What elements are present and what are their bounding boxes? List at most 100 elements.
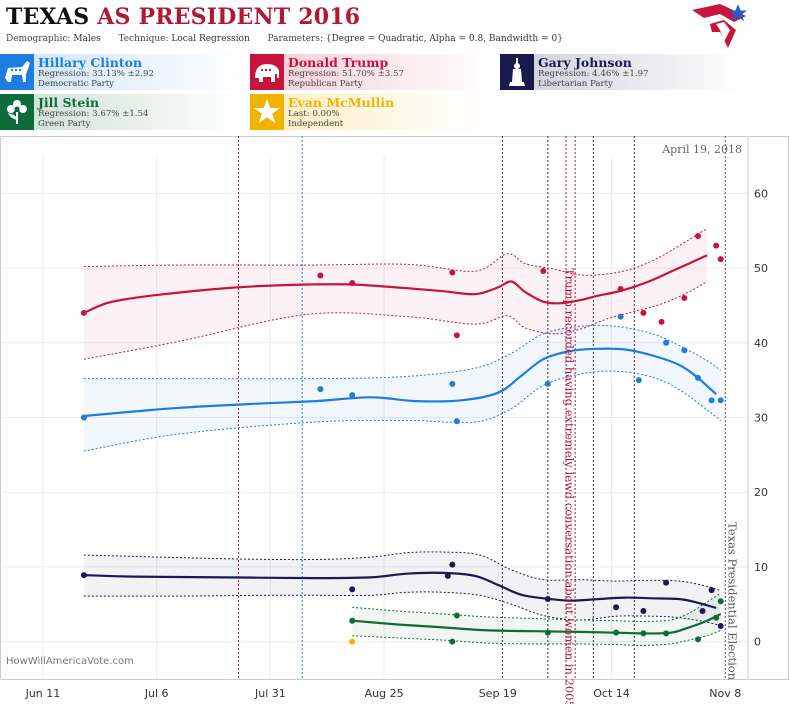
- poll-point-clinton: [317, 386, 324, 393]
- x-tick-label: Sep 19: [479, 687, 517, 700]
- legend-item-johnson[interactable]: Gary Johnson Regression: 4.46% ±1.97 Lib…: [500, 54, 744, 90]
- x-tick-label: Jul 6: [144, 687, 169, 700]
- legend-item-stein[interactable]: Jill Stein Regression: 3.67% ±1.54 Green…: [0, 94, 244, 130]
- legend-name-clinton: Hillary Clinton: [38, 55, 143, 70]
- poll-point-trump: [717, 256, 724, 263]
- page-title: TEXAS AS PRESIDENT 2016: [6, 4, 360, 30]
- legend-party-mcmullin: Independent: [288, 119, 344, 129]
- x-tick-label: Nov 8: [709, 687, 741, 700]
- poll-point-mcmullin: [349, 638, 356, 645]
- poll-point-trump: [713, 242, 720, 249]
- band-clinton: [83, 325, 721, 452]
- regression-line-johnson: [83, 571, 717, 610]
- legend-stat-mcmullin: Last: 0.00%: [288, 109, 340, 119]
- legend-name-trump: Donald Trump: [288, 55, 389, 70]
- poll-point-clinton: [349, 392, 356, 399]
- poll-point-trump: [317, 272, 324, 279]
- x-tick-label: Jun 11: [25, 687, 61, 700]
- annotation-election-day: Texas Presidential Election: [725, 522, 739, 681]
- legend-party-clinton: Democratic Party: [38, 79, 115, 89]
- legend-party-trump: Republican Party: [288, 79, 363, 89]
- poll-point-clinton: [635, 377, 642, 384]
- upper-bound-clinton: [83, 324, 721, 380]
- poll-point-johnson: [699, 608, 706, 615]
- legend-item-mcmullin[interactable]: Evan McMullin Last: 0.00% Independent: [250, 94, 494, 130]
- poll-point-stein: [449, 638, 456, 645]
- regression-lines: [83, 254, 722, 635]
- y-tick-label: 10: [754, 561, 768, 574]
- poll-point-trump: [617, 285, 624, 292]
- legend-stat-stein: Regression: 3.67% ±1.54: [38, 109, 149, 119]
- upper-bound-trump: [83, 228, 708, 276]
- upper-bound-stein: [352, 592, 721, 623]
- band-trump: [83, 228, 708, 360]
- regression-line-stein: [352, 613, 722, 635]
- legend-stat-clinton: Regression: 33.13% ±2.92: [38, 69, 154, 79]
- parameters-label: Parameters:: [267, 34, 323, 44]
- poll-point-trump: [658, 318, 665, 325]
- poll-point-johnson: [613, 604, 620, 611]
- poll-point-stein: [663, 630, 670, 637]
- candidate-legend: Hillary Clinton Regression: 33.13% ±2.92…: [0, 54, 789, 134]
- legend-name-johnson: Gary Johnson: [538, 55, 632, 70]
- poll-point-trump: [453, 332, 460, 339]
- chart-svg: 0 10 20 30 40 50 60 Jun 11 Jul 6 Jul 31 Aug 25 Sep …: [0, 136, 789, 704]
- poll-point-johnson: [708, 587, 715, 594]
- demographic-value: Males: [73, 34, 101, 44]
- poll-point-stein: [453, 612, 460, 619]
- poll-point-stein: [640, 630, 647, 637]
- y-tick-label: 0: [754, 636, 761, 649]
- poll-point-stein: [349, 617, 356, 624]
- poll-point-johnson: [640, 608, 647, 615]
- axes: 0 10 20 30 40 50 60 Jun 11 Jul 6 Jul 31 Aug 25 Sep …: [25, 136, 768, 700]
- poll-point-johnson: [544, 596, 551, 603]
- polling-chart: 0 10 20 30 40 50 60 Jun 11 Jul 6 Jul 31 Aug 25 Sep …: [0, 136, 789, 704]
- legend-party-stein: Green Party: [38, 119, 91, 129]
- band-johnson: [83, 551, 721, 626]
- parameter-line: Demographic: Males Technique: Local Regr…: [6, 34, 563, 44]
- poll-point-clinton: [708, 397, 715, 404]
- poll-point-clinton: [453, 418, 460, 425]
- poll-point-clinton: [663, 339, 670, 346]
- technique-label: Technique:: [118, 34, 169, 44]
- legend-item-clinton[interactable]: Hillary Clinton Regression: 33.13% ±2.92…: [0, 54, 244, 90]
- plot-frame: [0, 136, 789, 680]
- poll-point-trump: [80, 309, 87, 316]
- poll-point-clinton: [694, 374, 701, 381]
- lower-bound-trump: [83, 281, 708, 360]
- poll-point-johnson: [349, 586, 356, 593]
- regression-line-clinton: [83, 347, 717, 418]
- legend-name-stein: Jill Stein: [38, 95, 100, 110]
- y-tick-label: 40: [754, 337, 768, 350]
- y-tick-label: 50: [754, 262, 768, 275]
- poll-point-stein: [717, 598, 724, 605]
- demographic-label: Demographic:: [6, 34, 71, 44]
- legend-stat-johnson: Regression: 4.46% ±1.97: [538, 69, 649, 79]
- title-rest: AS PRESIDENT 2016: [97, 4, 361, 30]
- poll-point-johnson: [449, 561, 456, 568]
- liberty-icon: [509, 58, 525, 86]
- y-tick-label: 60: [754, 187, 768, 200]
- x-tick-label: Oct 14: [593, 687, 630, 700]
- annotation-lewd-tape: Trump recorded having extremely lewd con…: [563, 268, 577, 704]
- site-logo-icon[interactable]: [690, 2, 750, 50]
- technique-value: Local Regression: [171, 34, 250, 44]
- poll-point-stein: [694, 636, 701, 643]
- poll-point-johnson: [663, 579, 670, 586]
- legend-item-trump[interactable]: Donald Trump Regression: 51.70% ±3.57 Re…: [250, 54, 494, 90]
- poll-point-clinton: [717, 397, 724, 404]
- poll-point-clinton: [617, 313, 624, 320]
- poll-point-trump: [640, 309, 647, 316]
- poll-point-clinton: [449, 380, 456, 387]
- y-tick-label: 30: [754, 412, 768, 425]
- title-state: TEXAS: [6, 4, 90, 30]
- annotations: Trump recorded having extremely lewd con…: [563, 268, 740, 704]
- poll-points: [80, 232, 724, 645]
- poll-point-clinton: [544, 380, 551, 387]
- x-tick-label: Aug 25: [365, 687, 404, 700]
- lower-bound-clinton: [83, 370, 722, 452]
- elephant-icon: [255, 64, 279, 82]
- poll-point-stein: [713, 614, 720, 621]
- legend-party-johnson: Libertarian Party: [538, 79, 613, 89]
- regression-line-trump: [83, 254, 708, 314]
